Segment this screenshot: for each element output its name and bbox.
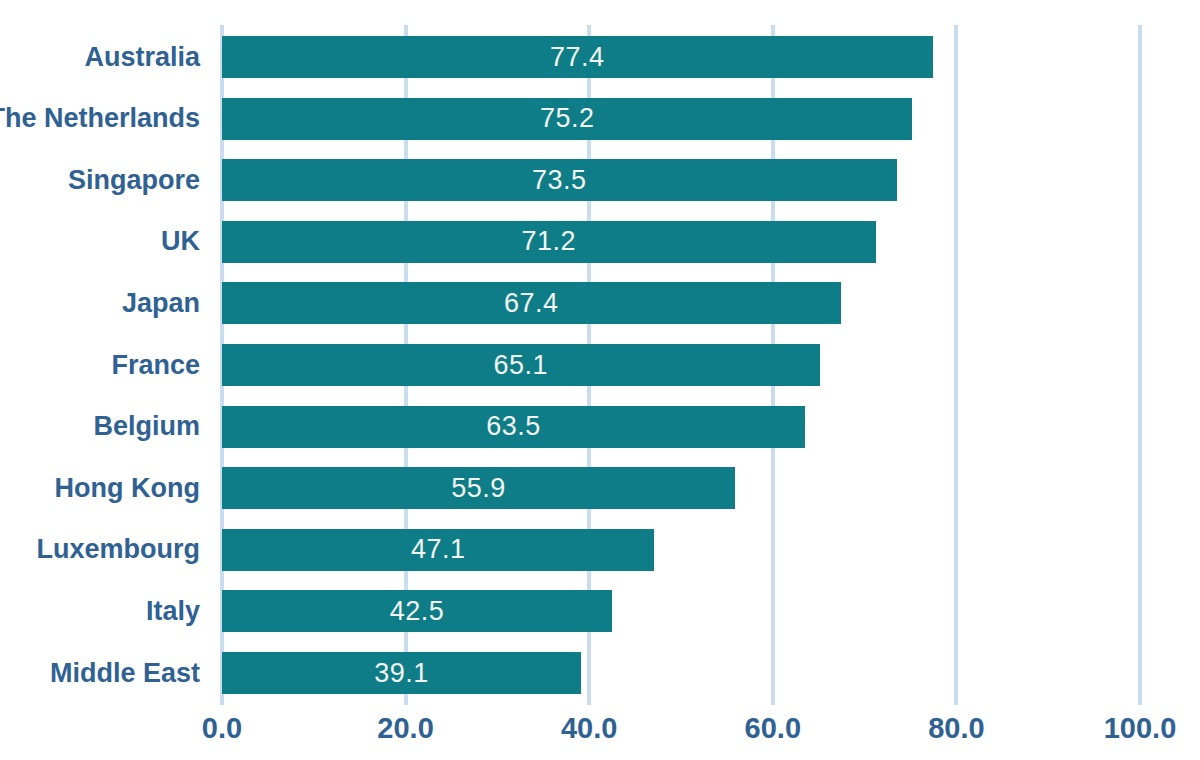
x-tick-label: 60.0: [745, 712, 801, 745]
x-tick-label: 0.0: [202, 712, 242, 745]
x-tick-label: 40.0: [561, 712, 617, 745]
bar-chart: 77.475.273.571.267.465.163.555.947.142.5…: [0, 0, 1200, 760]
x-tick-label: 20.0: [377, 712, 433, 745]
value-axis: 0.0 20.0 40.0 60.0 80.0 100.0: [0, 0, 1200, 760]
x-tick-label: 100.0: [1104, 712, 1177, 745]
x-tick-label: 80.0: [928, 712, 984, 745]
